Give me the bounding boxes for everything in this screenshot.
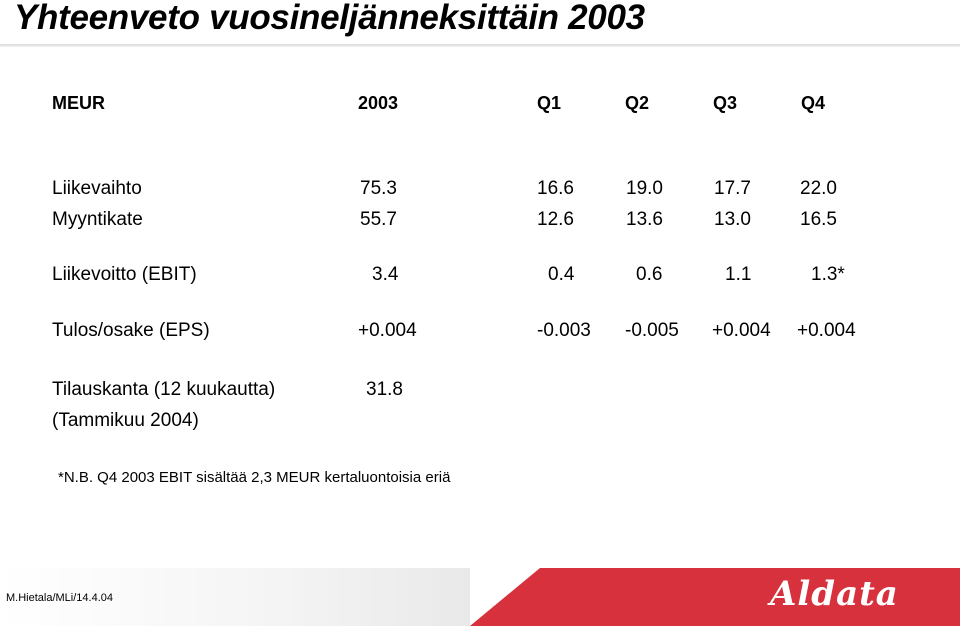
row-label: Myyntikate <box>52 209 143 230</box>
footer-accent-shape <box>470 568 960 626</box>
row-q4-value: 16.5 <box>800 209 837 230</box>
footer-credit: M.Hietala/MLi/14.4.04 <box>6 592 113 604</box>
header-year: 2003 <box>358 93 399 113</box>
header-q4: Q4 <box>801 93 826 113</box>
header-q2: Q2 <box>625 93 650 113</box>
aldata-logo: Aldata <box>770 574 899 614</box>
row-label: Tilauskanta (12 kuukautta) <box>52 379 276 400</box>
row-q2-value: 0.6 <box>636 264 663 285</box>
row-year-value: 3.4 <box>372 264 399 285</box>
row-label: Liikevaihto <box>52 178 142 199</box>
row-label: Tulos/osake (EPS) <box>52 320 210 341</box>
footer-fade <box>0 568 470 626</box>
row-q4-value: +0.004 <box>797 320 856 341</box>
page-title: Yhteenveto vuosineljänneksittäin 2003 <box>14 0 645 37</box>
row-q3-value: 13.0 <box>714 209 751 230</box>
row-q1-value: 12.6 <box>537 209 574 230</box>
row-q1-value: -0.003 <box>537 320 591 341</box>
row-q1-value: 16.6 <box>537 178 574 199</box>
row-q2-value: 13.6 <box>626 209 663 230</box>
row-q3-value: 1.1 <box>725 264 752 285</box>
row-year-value: 55.7 <box>360 209 397 230</box>
header-q3: Q3 <box>713 93 738 113</box>
row-year-value: +0.004 <box>358 320 417 341</box>
row-q2-value: -0.005 <box>625 320 679 341</box>
header-unit: MEUR <box>52 93 105 113</box>
order-backlog-note: (Tammikuu 2004) <box>52 410 199 431</box>
row-q1-value: 0.4 <box>548 264 575 285</box>
footnote: *N.B. Q4 2003 EBIT sisältää 2,3 MEUR ker… <box>58 469 451 486</box>
row-q3-value: +0.004 <box>712 320 771 341</box>
header-q1: Q1 <box>537 93 562 113</box>
footer-accent <box>470 568 960 626</box>
row-year-value: 31.8 <box>366 379 403 400</box>
row-label: Liikevoitto (EBIT) <box>52 264 197 285</box>
footer-band <box>0 568 960 626</box>
row-q3-value: 17.7 <box>714 178 751 199</box>
row-q2-value: 19.0 <box>626 178 663 199</box>
row-year-value: 75.3 <box>360 178 397 199</box>
row-q4-value: 1.3* <box>811 264 845 285</box>
row-q4-value: 22.0 <box>800 178 837 199</box>
title-divider <box>0 44 960 47</box>
